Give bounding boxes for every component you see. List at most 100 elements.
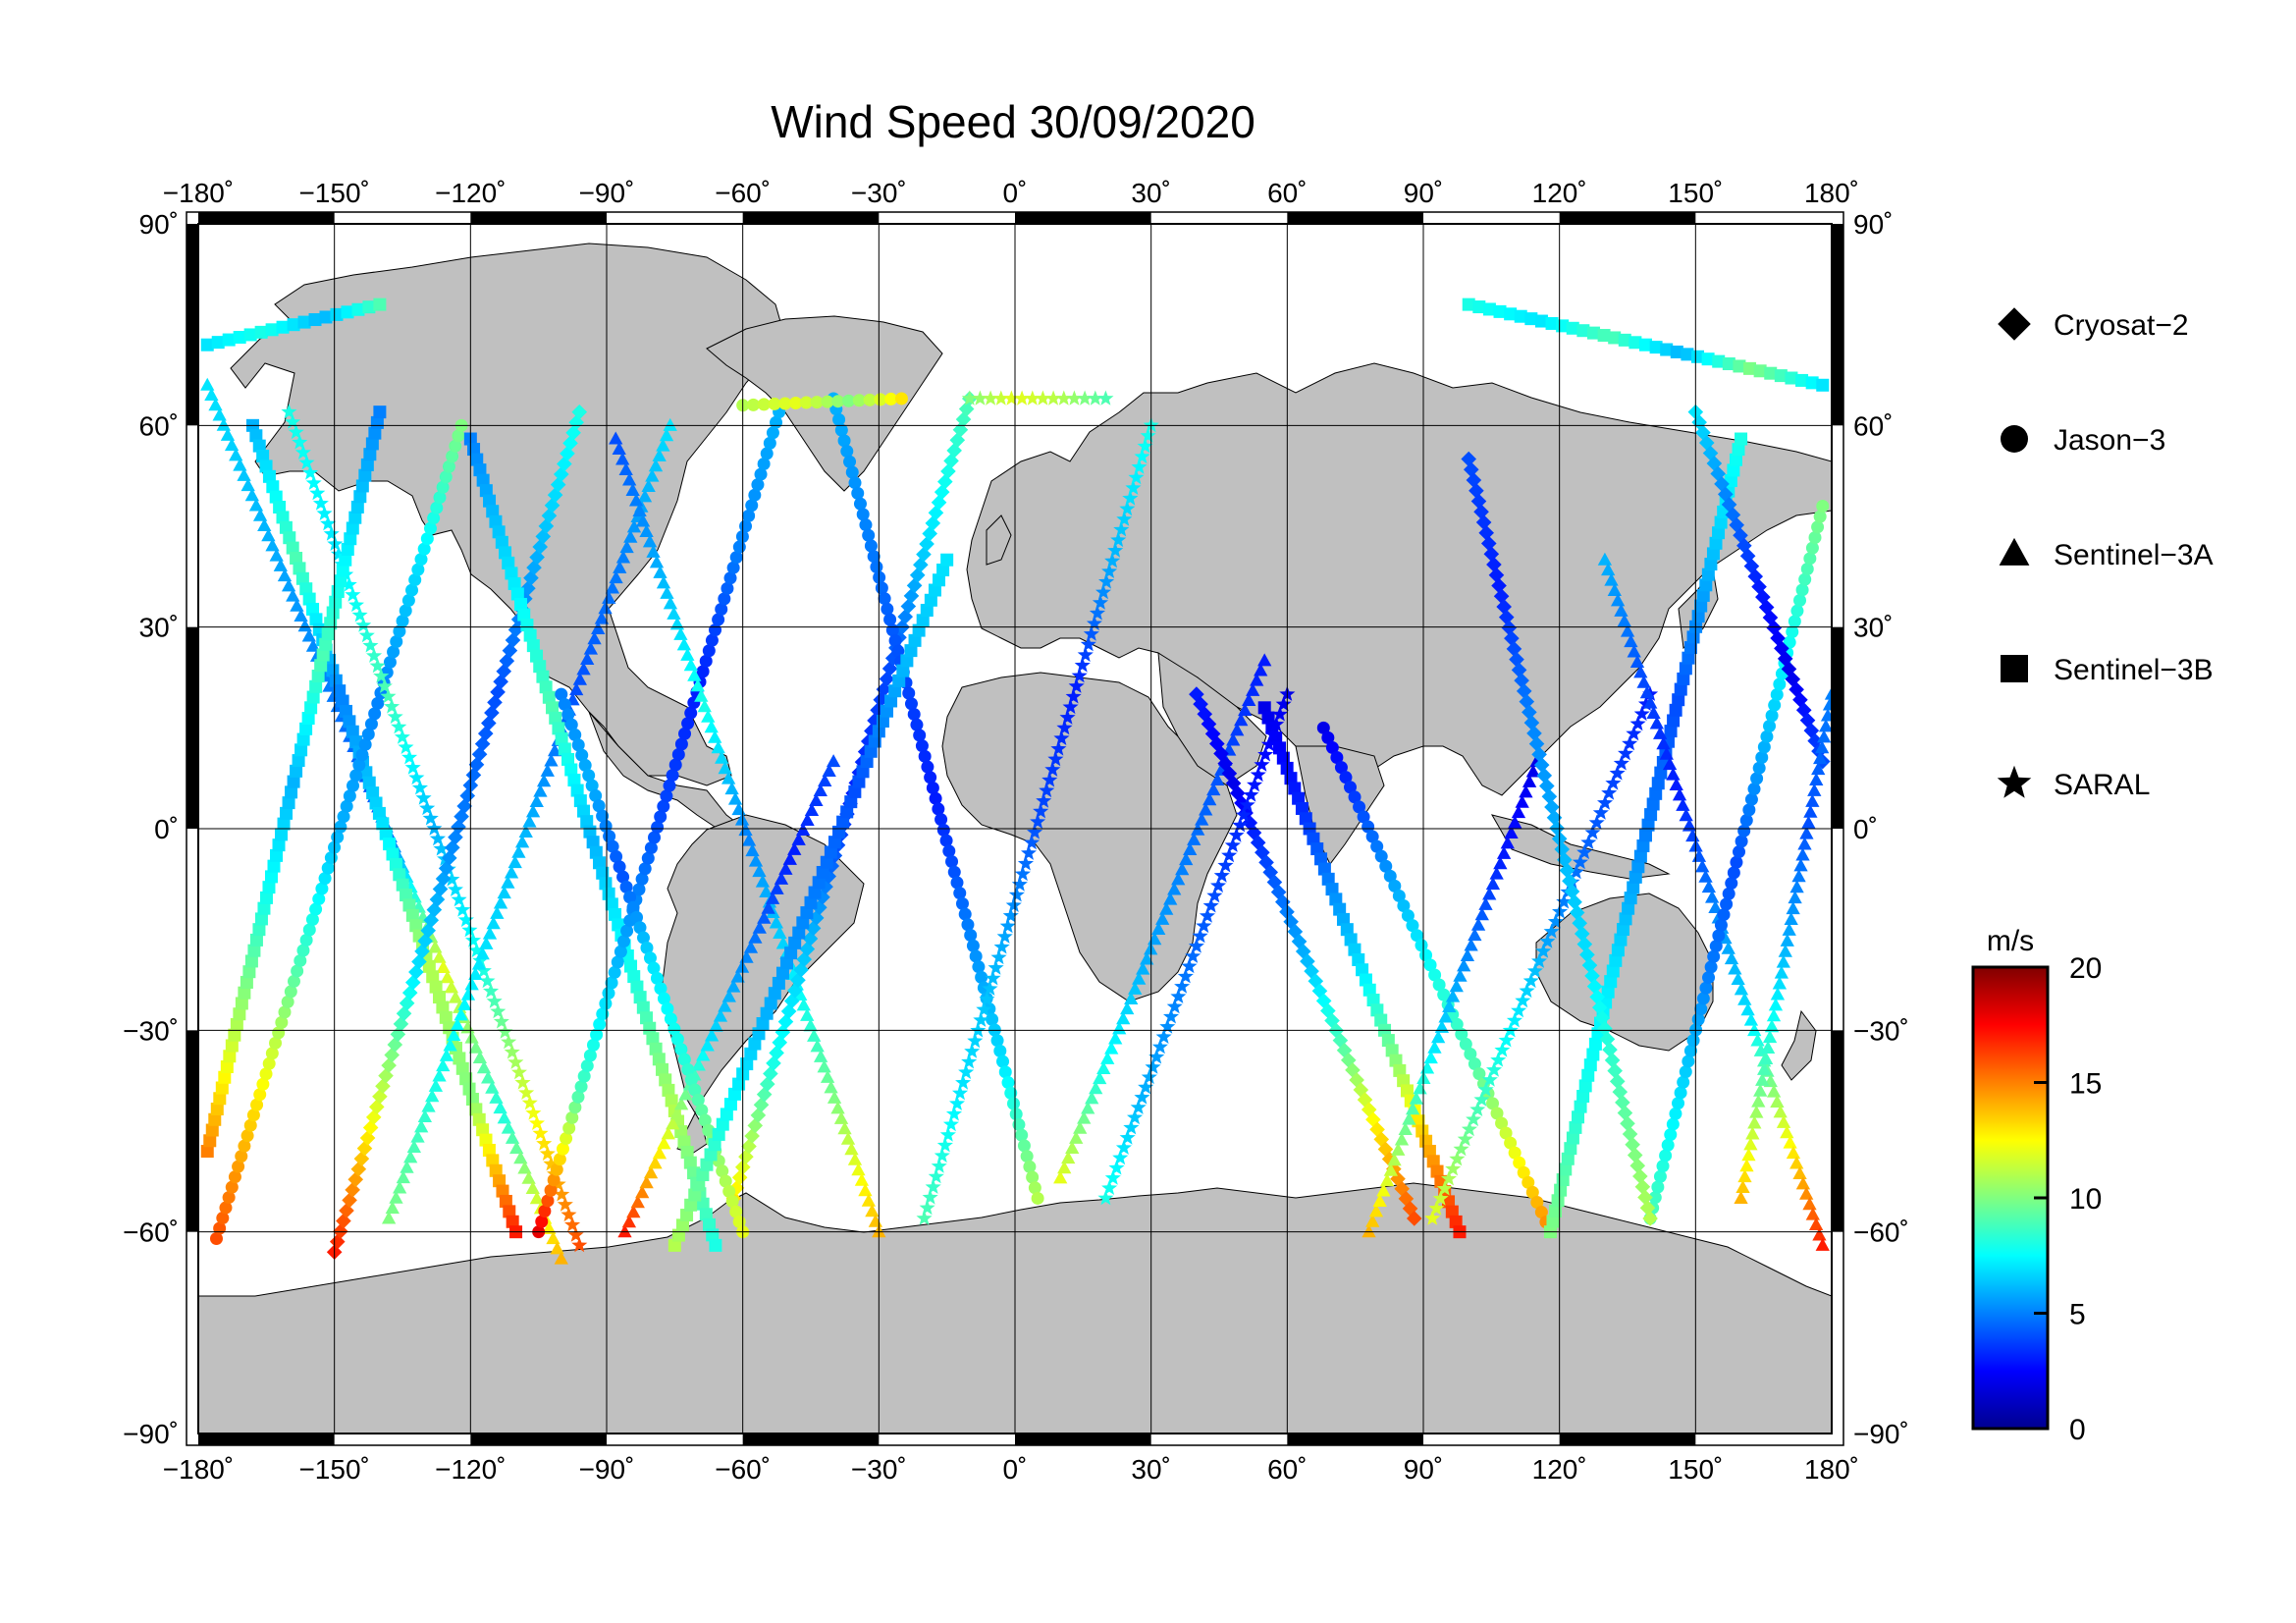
track-point xyxy=(1622,735,1638,751)
track-point xyxy=(1108,1160,1125,1175)
track-point xyxy=(903,588,920,604)
track-point xyxy=(1773,677,1787,691)
track-point xyxy=(264,870,278,884)
track-point xyxy=(433,991,447,1004)
track-point xyxy=(748,853,764,867)
track-point xyxy=(602,887,615,900)
track-point xyxy=(864,539,878,553)
track-point xyxy=(1445,1161,1462,1176)
track-point xyxy=(1171,872,1186,886)
track-point xyxy=(1766,1084,1782,1098)
track-point xyxy=(1641,818,1655,832)
track-point xyxy=(333,1223,348,1239)
track-point xyxy=(553,1153,566,1166)
track-point xyxy=(1017,1139,1031,1153)
track-point xyxy=(249,933,263,947)
track-point xyxy=(425,1089,440,1103)
track-point xyxy=(372,806,386,820)
track-point xyxy=(428,940,443,953)
track-point xyxy=(613,860,626,874)
track-square xyxy=(200,406,387,1159)
track-point xyxy=(1035,390,1051,406)
track-point xyxy=(1232,817,1249,833)
track-point xyxy=(964,929,978,943)
track-point xyxy=(1014,865,1031,882)
track-point xyxy=(1613,755,1629,771)
track-point xyxy=(514,1074,531,1090)
track-point xyxy=(330,307,344,321)
track-point xyxy=(688,1083,702,1097)
track-point xyxy=(763,1065,778,1082)
track-point xyxy=(635,514,651,527)
track-point xyxy=(1228,827,1245,842)
track-point xyxy=(1002,907,1019,923)
track-point xyxy=(593,856,607,870)
track-point xyxy=(1633,665,1648,678)
track-point xyxy=(1788,891,1802,904)
track-point xyxy=(892,674,906,687)
track-point xyxy=(1464,1047,1477,1060)
track-point xyxy=(504,1044,520,1059)
track-point xyxy=(945,855,959,869)
track-point xyxy=(1466,1110,1482,1127)
track-point xyxy=(461,922,478,938)
track-point xyxy=(1321,872,1335,886)
track-point xyxy=(1020,1150,1034,1163)
track-point xyxy=(315,882,329,895)
track-point xyxy=(1741,1148,1756,1162)
track-point xyxy=(663,596,678,610)
track-point xyxy=(928,1168,944,1184)
track-point xyxy=(1383,869,1397,883)
track-point xyxy=(1009,1108,1023,1121)
track-point xyxy=(1666,1117,1680,1131)
track-point xyxy=(740,1057,754,1071)
track-point xyxy=(319,637,333,651)
lon-tick-label: −60˚ xyxy=(715,1454,771,1485)
track-point xyxy=(465,1093,479,1107)
track-point xyxy=(659,1073,672,1087)
track-point xyxy=(294,444,311,460)
track-point xyxy=(851,486,865,500)
track-point xyxy=(828,836,841,849)
track-point xyxy=(565,1110,579,1124)
track-point xyxy=(773,926,787,940)
track-point xyxy=(1629,870,1642,884)
track-point xyxy=(677,1135,691,1149)
track-point xyxy=(208,398,223,411)
track-point xyxy=(1449,1215,1463,1228)
track-point xyxy=(557,456,572,472)
lon-tick-label: 120˚ xyxy=(1532,178,1587,208)
track-point xyxy=(404,759,421,775)
track-point xyxy=(1068,677,1085,693)
track-point xyxy=(1567,893,1582,910)
track-point xyxy=(712,613,725,626)
track-point xyxy=(1177,968,1194,984)
track-point xyxy=(1694,599,1708,613)
track-point xyxy=(1225,775,1242,791)
track-point xyxy=(1077,390,1094,406)
track-point xyxy=(1307,832,1320,845)
track-point xyxy=(680,1209,694,1222)
track-point xyxy=(816,865,829,879)
track-point xyxy=(265,538,280,552)
track-point xyxy=(1795,847,1810,861)
track-point xyxy=(675,1218,689,1232)
track-point xyxy=(1714,918,1728,932)
track-point xyxy=(372,1088,388,1105)
track-point xyxy=(1539,778,1555,794)
track-point xyxy=(711,740,725,754)
track-point xyxy=(350,500,364,514)
track-point xyxy=(561,752,575,766)
track-point xyxy=(432,1068,447,1082)
track-point xyxy=(1445,1205,1459,1218)
track-point xyxy=(554,1186,570,1202)
track-point xyxy=(1604,572,1619,586)
track-point xyxy=(654,810,667,824)
track-point xyxy=(366,647,383,663)
track-point xyxy=(376,677,393,693)
track-point xyxy=(1682,1055,1695,1068)
colorbar-unit-label: m/s xyxy=(1987,925,2034,957)
track-point xyxy=(1631,860,1645,874)
track-point xyxy=(233,458,247,471)
track-point xyxy=(577,1069,591,1083)
